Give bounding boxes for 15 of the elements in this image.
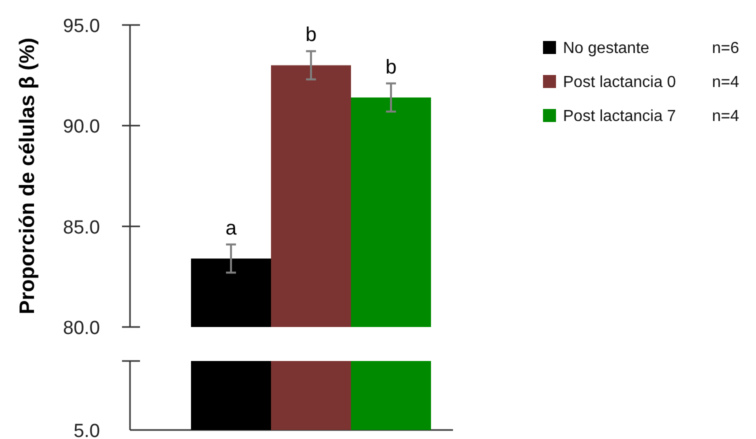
y-axis-title: Proporción de células β (%) (16, 38, 39, 314)
legend-label: Post lactancia 0 (563, 74, 676, 91)
data-label: b (385, 56, 397, 78)
data-label: b (305, 24, 317, 46)
data-label: a (225, 217, 238, 240)
y-tick-label: 80.0 (63, 318, 100, 339)
y-tick-label: 85.0 (63, 217, 100, 238)
y-tick-label: 90.0 (63, 116, 100, 138)
text: 5.0 (74, 421, 100, 439)
text: n=4 (712, 74, 740, 91)
legend-label: Post lactancia 7 (563, 108, 676, 125)
text: n=4 (712, 108, 740, 125)
text: n=6 (712, 40, 740, 57)
legend-label: No gestante (563, 40, 650, 57)
y-tick-label: 95.0 (63, 16, 100, 37)
